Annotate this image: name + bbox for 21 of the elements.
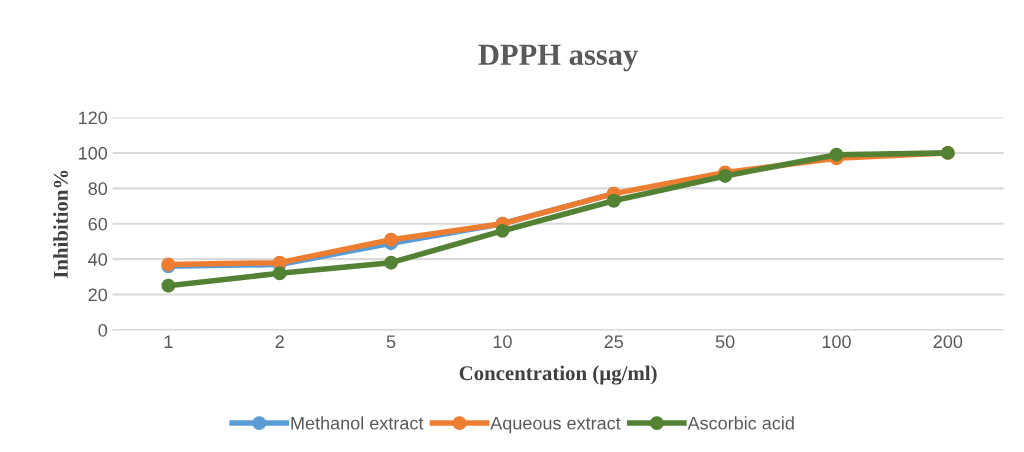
x-tick-label: 200 [933,335,963,349]
x-tick-label: 25 [604,335,624,349]
y-tick-label: 40 [88,253,108,266]
y-tick-label: 120 [79,111,108,125]
y-tick-label: 60 [88,217,108,231]
y-axis-title: Inhibition% [53,170,68,279]
x-tick-label: 5 [386,335,396,349]
y-tick-label: 0 [98,323,108,337]
x-tick-label: 100 [822,335,851,349]
x-axis-title: Concentration (µg/ml) [459,365,657,385]
x-tick-label: 50 [715,335,735,349]
x-tick-label: 1 [164,335,173,348]
chart-title: DPPH assay [478,44,638,72]
x-tick-label: 10 [493,335,512,349]
legend-label: Aqueous extract [490,416,621,434]
x-tick-label: 2 [275,335,284,348]
y-tick-label: 100 [79,146,108,160]
y-tick-label: 80 [88,182,108,196]
y-tick-label: 20 [88,288,108,302]
legend-label: Ascorbic acid [687,416,794,430]
legend-label: Methanol extract [291,416,424,430]
